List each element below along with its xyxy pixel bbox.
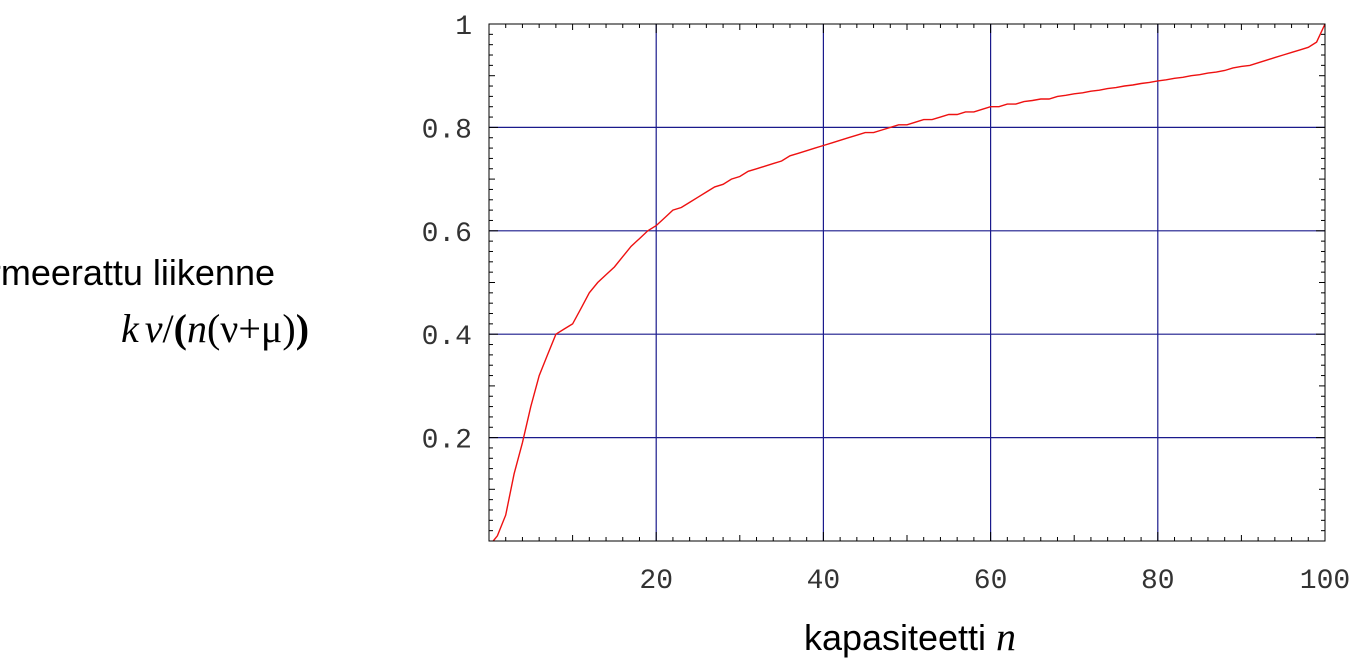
y-axis-label: normeerattu liikenne: [0, 252, 275, 293]
y-formula-nu: ν: [145, 306, 163, 351]
y-formula-open-bold: (: [174, 306, 187, 351]
y-tick-label: 0.6: [422, 219, 472, 250]
y-formula-open: (: [207, 306, 220, 351]
x-axis-label: kapasiteetti n: [804, 614, 1016, 659]
y-formula-k: k: [121, 306, 140, 351]
y-formula-nu2: ν: [220, 306, 238, 351]
y-formula-n: n: [187, 306, 207, 351]
y-tick-label: 0.8: [422, 115, 472, 146]
y-tick-label: 1: [455, 12, 472, 43]
y-formula-mu: μ: [261, 306, 282, 351]
series-line: [492, 23, 1326, 542]
y-formula-slash: /: [162, 306, 174, 351]
series-layer: [492, 23, 1326, 542]
y-tick-label: 0.4: [422, 322, 472, 353]
tick-layer: 20 40 60 80 100 0.2 0.4 0.6 0.8 1: [422, 12, 1351, 597]
y-formula-plus: +: [238, 306, 261, 351]
y-formula-close: ): [282, 306, 295, 351]
y-tick-label: 0.2: [422, 426, 472, 457]
x-tick-label: 40: [807, 566, 841, 597]
plot-frame: [488, 23, 1326, 542]
grid-layer: [489, 24, 1325, 541]
x-tick-label: 60: [974, 566, 1008, 597]
plot-border: [488, 23, 1326, 542]
x-axis-label-text: kapasiteetti: [804, 617, 986, 658]
y-formula-close-bold: ): [296, 306, 309, 351]
x-tick-label: 20: [639, 566, 673, 597]
x-tick-label: 100: [1300, 566, 1350, 597]
x-axis-label-var: n: [996, 614, 1016, 659]
x-tick-label: 80: [1141, 566, 1175, 597]
y-axis-formula: k ν/(n(ν+μ)): [121, 306, 309, 351]
